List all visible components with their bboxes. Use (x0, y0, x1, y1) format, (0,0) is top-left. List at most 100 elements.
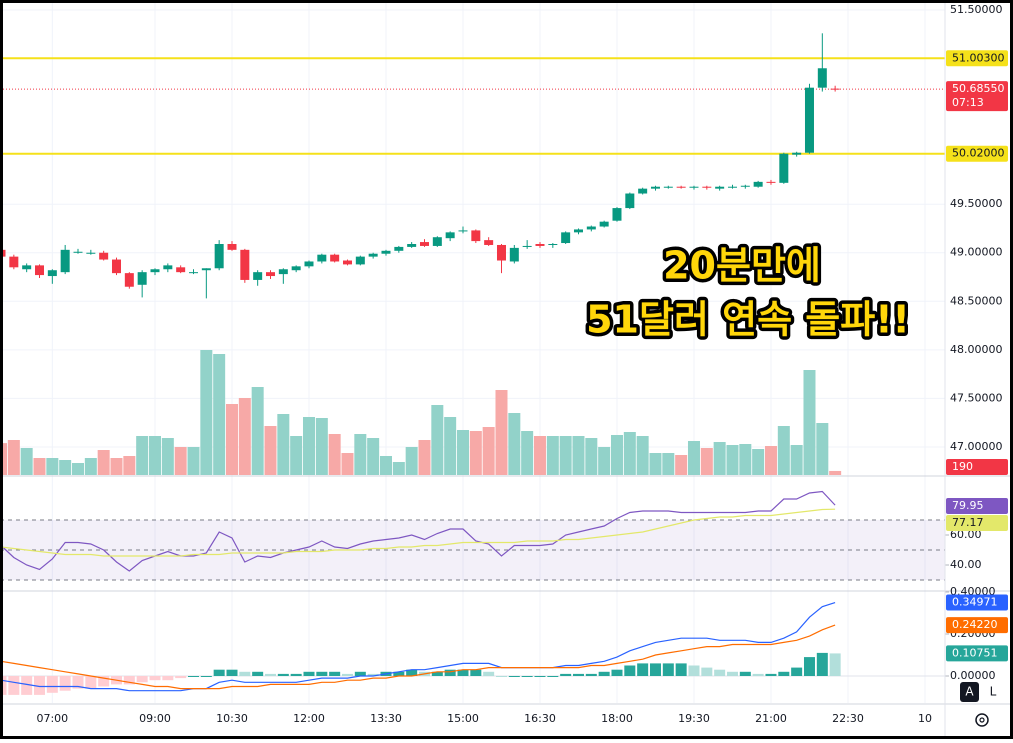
histogram-bar (329, 671, 341, 676)
candle-body (599, 221, 609, 227)
histogram-bar (726, 671, 738, 676)
candle-body (99, 252, 109, 260)
auto-scale-label[interactable]: A (965, 685, 974, 699)
histogram-bar (803, 657, 815, 676)
histogram-bar (688, 665, 700, 676)
candle-body (496, 244, 506, 261)
candle-body (586, 226, 596, 230)
histogram-bar (483, 671, 495, 676)
histogram-bar (547, 675, 559, 677)
volume-bar (20, 448, 33, 475)
volume-bar (713, 442, 726, 475)
candle-body (419, 242, 429, 246)
histogram-bar (534, 675, 546, 677)
candle-body (817, 68, 827, 88)
volume-bar (7, 440, 20, 475)
histogram-bar (662, 663, 674, 676)
x-tick-label: 10 (918, 712, 932, 725)
macd-label: 0.34971 (952, 596, 998, 609)
x-tick-label: 07:00 (36, 712, 68, 725)
candle-body (702, 186, 712, 188)
candle-body (548, 244, 558, 246)
histogram-bar (508, 675, 520, 677)
histogram-bar (675, 663, 687, 676)
candle-body (278, 269, 288, 275)
candle-body (766, 181, 776, 183)
histogram-bar (739, 671, 751, 676)
histogram-bar (303, 671, 315, 676)
volume-bar (623, 432, 636, 475)
volume-bar (379, 456, 392, 475)
histogram-bar (0, 675, 7, 695)
histogram-bar (136, 675, 148, 683)
histogram-bar (252, 671, 264, 676)
volume-bar (790, 445, 803, 475)
volume-bar (816, 423, 829, 475)
histogram-bar (162, 675, 174, 681)
candle-body (22, 265, 32, 270)
histogram-bar (149, 675, 161, 681)
histogram-bar (393, 671, 405, 676)
volume-bar (559, 436, 572, 475)
candle-body (253, 272, 263, 280)
candle-body (150, 269, 160, 273)
histogram-bar (521, 675, 533, 677)
volume-bar (764, 446, 777, 475)
candle-body (561, 232, 571, 244)
volume-bar (328, 434, 341, 475)
indicator-line (0, 508, 836, 557)
histogram-bar (495, 675, 507, 677)
candle-body (240, 249, 250, 280)
indicator-line (0, 624, 836, 690)
histogram-bar (367, 673, 379, 676)
volume-bar (418, 440, 431, 475)
volume-bar (315, 418, 328, 475)
histogram-bar (701, 667, 713, 676)
log-scale-label[interactable]: L (990, 685, 997, 699)
histogram-bar (46, 675, 58, 693)
histogram-bar (598, 671, 610, 676)
auto-scale-button[interactable] (960, 682, 979, 702)
candle-body (214, 244, 224, 269)
histogram-bar (431, 671, 443, 676)
settings-icon[interactable] (975, 713, 989, 727)
volume-bar (675, 455, 688, 475)
candle-body (291, 266, 301, 271)
y-tick-label: 49.00000 (950, 246, 1003, 259)
candle-body (432, 237, 442, 246)
volume-bar (649, 453, 662, 475)
volume-bar (33, 458, 46, 475)
candle-body (753, 181, 763, 187)
histogram-bar (264, 673, 276, 676)
volume-bar (187, 447, 200, 475)
histogram-bar (560, 673, 572, 676)
volume-bar (84, 458, 97, 475)
annotation: 20분만에 (663, 244, 821, 288)
x-tick-label: 09:00 (139, 712, 171, 725)
x-tick-label: 18:00 (601, 712, 633, 725)
histogram-bar (406, 669, 418, 676)
candle-body (317, 254, 327, 262)
volume-bar (726, 445, 739, 475)
volume-bar (469, 431, 482, 475)
histogram-bar (765, 673, 777, 676)
histogram-bar (624, 665, 636, 676)
histogram-bar (714, 669, 726, 676)
histogram-bar (175, 675, 187, 679)
candle-body (124, 273, 134, 287)
rsi-label: 79.95 (952, 499, 984, 512)
volume-bar (341, 453, 354, 475)
candle-body (445, 232, 455, 239)
candle-body (484, 240, 494, 245)
volume-bar (482, 427, 495, 475)
settings-icon[interactable] (979, 717, 985, 723)
volume-bar (752, 449, 765, 475)
volume-bar (225, 404, 238, 475)
settings-button[interactable] (975, 713, 989, 727)
histogram-bar (226, 669, 238, 676)
y-tick-label: 0.00000 (950, 669, 996, 682)
volume-bar (829, 470, 842, 475)
x-tick-label: 22:30 (832, 712, 864, 725)
candle-body (740, 185, 750, 187)
